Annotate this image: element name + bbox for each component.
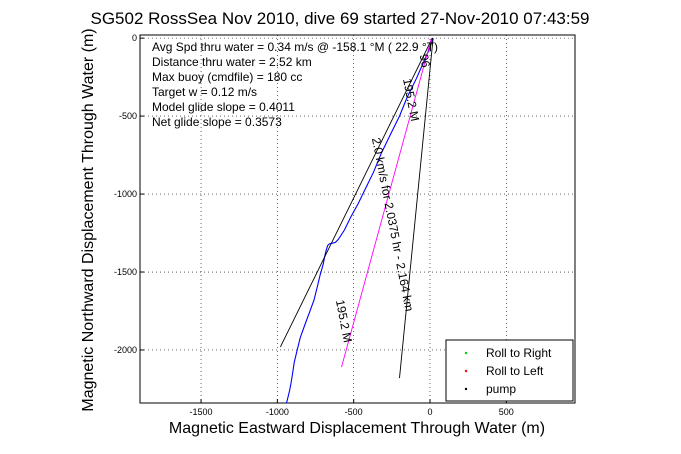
legend-box xyxy=(445,339,574,402)
y-tick-label: 0 xyxy=(132,33,137,43)
annotation-line: Net glide slope = 0.3573 xyxy=(152,115,282,129)
annotation-line: Avg Spd thru water = 0.34 m/s @ -158.1 °… xyxy=(152,40,438,54)
x-tick-label: 500 xyxy=(499,407,514,417)
line-label: 96 xyxy=(417,53,433,69)
series-target-line xyxy=(399,38,434,379)
series-layer xyxy=(279,37,434,404)
legend-label: Roll to Right xyxy=(486,346,552,360)
annotation-line: Max buoy (cmdfile) = 180 cc xyxy=(152,70,302,84)
y-tick-label: -2000 xyxy=(114,345,137,355)
series-heading-line xyxy=(279,37,433,348)
chart-title: SG502 RossSea Nov 2010, dive 69 started … xyxy=(91,9,590,28)
legend-marker xyxy=(464,351,468,355)
annotation-line: Distance thru water = 2.52 km xyxy=(152,55,312,69)
x-tick-label: 0 xyxy=(427,407,432,417)
legend-label: pump xyxy=(486,382,516,396)
annotation-line: Target w = 0.12 m/s xyxy=(152,85,257,99)
legend-marker xyxy=(464,369,468,373)
y-tick-label: -1000 xyxy=(114,189,137,199)
legend-marker xyxy=(464,387,468,391)
y-tick-label: -1500 xyxy=(114,267,137,277)
annotation-line: Model glide slope = 0.4011 xyxy=(152,100,295,114)
series-track xyxy=(285,37,434,404)
x-tick-label: -1000 xyxy=(266,407,289,417)
legend-label: Roll to Left xyxy=(486,364,544,378)
y-tick-label: -500 xyxy=(119,111,137,121)
series-displacement-line xyxy=(341,37,432,368)
annotations: Avg Spd thru water = 0.34 m/s @ -158.1 °… xyxy=(152,40,438,129)
y-ticks: 0 -500 -1000 -1500 -2000 xyxy=(114,33,144,355)
y-axis-label: Magnetic Northward Displacement Through … xyxy=(80,28,97,411)
legend: Roll to Right Roll to Left pump xyxy=(445,339,574,402)
grid-layer xyxy=(140,35,575,403)
x-tick-label: -500 xyxy=(345,407,363,417)
x-tick-label: -1500 xyxy=(190,407,213,417)
x-axis-label: Magnetic Eastward Displacement Through W… xyxy=(169,420,545,437)
